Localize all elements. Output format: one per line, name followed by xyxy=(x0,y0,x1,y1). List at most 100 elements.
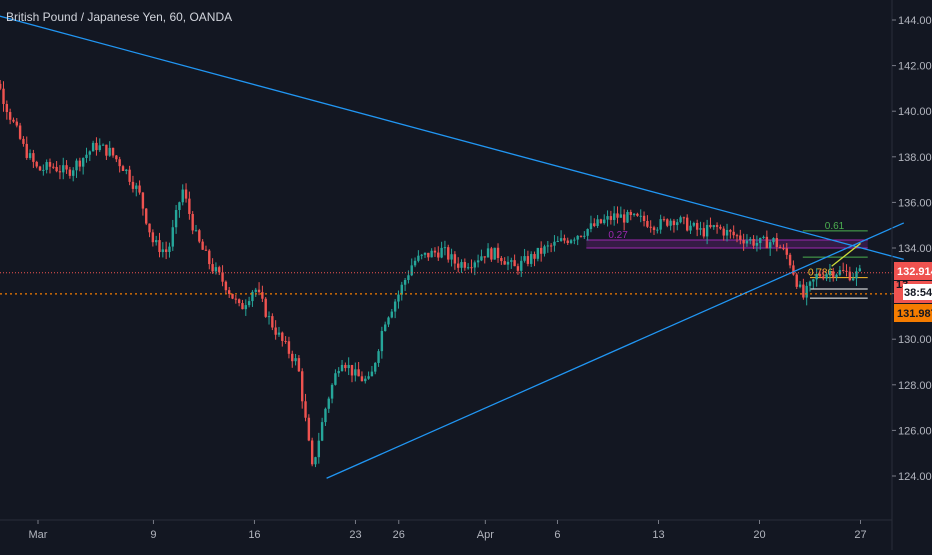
candle-body xyxy=(145,208,148,224)
fib-level-label: 0.61 xyxy=(825,221,845,232)
candle-body xyxy=(845,270,848,272)
previous-close-tag-bg xyxy=(894,304,932,322)
candle-body xyxy=(354,369,357,376)
x-tick-label: 23 xyxy=(349,529,361,541)
candle-body xyxy=(78,160,82,167)
candle-body xyxy=(227,290,231,294)
candle-body xyxy=(855,271,858,279)
candle-body xyxy=(417,255,420,261)
candle-body xyxy=(699,228,702,230)
candle-body xyxy=(241,303,244,310)
candle-body xyxy=(277,332,281,335)
candle-body xyxy=(198,230,201,242)
y-tick-label: 134.000 xyxy=(898,243,932,255)
candle-body xyxy=(91,142,95,152)
candle-body xyxy=(357,369,360,377)
candle-body xyxy=(510,260,513,262)
candle-body xyxy=(304,401,307,418)
trendline-lower xyxy=(326,222,905,479)
candle-body xyxy=(447,247,450,260)
candle-body xyxy=(8,112,12,120)
candle-body xyxy=(443,247,447,249)
candle-body xyxy=(337,371,340,374)
candle-body xyxy=(812,279,815,282)
trendlines[interactable] xyxy=(0,11,905,479)
candle-body xyxy=(772,238,775,243)
candle-body xyxy=(88,151,92,155)
x-tick-label: 20 xyxy=(753,529,765,541)
candle-body xyxy=(822,276,825,279)
candle-body xyxy=(788,254,792,266)
candle-body xyxy=(692,223,696,226)
candle-body xyxy=(18,125,22,139)
candle-body xyxy=(32,153,35,162)
candle-body xyxy=(330,384,334,399)
candle-body xyxy=(712,225,715,228)
candle-body xyxy=(85,154,88,159)
candle-body xyxy=(433,250,437,253)
candle-body xyxy=(221,272,224,282)
candle-body xyxy=(62,165,65,173)
symbol-title[interactable]: British Pound / Japanese Yen, 60, OANDA xyxy=(6,10,233,24)
candle-body xyxy=(12,119,15,122)
x-tick-label: Mar xyxy=(29,529,48,541)
candle-body xyxy=(423,252,427,255)
candle-body xyxy=(261,292,264,299)
candle-body xyxy=(38,166,42,171)
candle-body xyxy=(689,225,692,231)
candle-body xyxy=(364,378,367,382)
candle-body xyxy=(420,254,423,256)
candle-body xyxy=(301,371,304,402)
candle-body xyxy=(775,238,779,247)
candle-body xyxy=(642,215,646,221)
candle-body xyxy=(835,274,838,278)
candle-body xyxy=(603,219,606,224)
countdown-tag: 38:54 xyxy=(904,287,932,299)
candle-body xyxy=(559,238,563,241)
candle-body xyxy=(274,327,277,335)
candle-body xyxy=(284,340,287,342)
candle-body xyxy=(65,165,68,170)
trendline-fib-diagonal xyxy=(831,242,861,267)
candle-body xyxy=(5,104,9,113)
candle-body xyxy=(513,260,516,267)
candle-body xyxy=(377,351,380,363)
candle-body xyxy=(490,248,493,260)
candle-body xyxy=(237,299,241,304)
candle-body xyxy=(194,230,198,232)
candle-body xyxy=(350,364,354,376)
candle-body xyxy=(105,144,108,156)
candle-body xyxy=(125,169,128,172)
candle-body xyxy=(178,202,181,211)
candle-body xyxy=(437,252,440,258)
x-tick-label: 13 xyxy=(652,529,664,541)
candle-body xyxy=(546,245,550,247)
y-tick-label: 124.000 xyxy=(898,471,932,483)
candle-body xyxy=(231,293,234,299)
candle-body xyxy=(576,235,579,240)
candle-body xyxy=(453,254,457,264)
candle-body xyxy=(705,224,709,237)
candle-body xyxy=(98,145,101,151)
candle-body xyxy=(629,211,632,215)
candle-body xyxy=(792,265,795,275)
candle-body xyxy=(403,279,407,285)
candle-body xyxy=(267,316,271,318)
x-tick-label: 26 xyxy=(393,529,405,541)
candle-body xyxy=(121,166,125,172)
candle-body xyxy=(626,211,629,223)
candle-body xyxy=(616,213,619,218)
candle-body xyxy=(579,235,583,237)
candle-body xyxy=(410,265,413,276)
time-scale[interactable]: Mar 9 16 23 26 Apr 6 13 20 27 xyxy=(29,520,867,541)
candle-body xyxy=(0,83,2,89)
candle-body xyxy=(549,245,553,247)
candle-body xyxy=(682,217,686,219)
candle-body xyxy=(22,138,25,144)
candle-body xyxy=(374,362,377,372)
candle-body xyxy=(493,247,496,260)
candle-body xyxy=(390,311,394,318)
